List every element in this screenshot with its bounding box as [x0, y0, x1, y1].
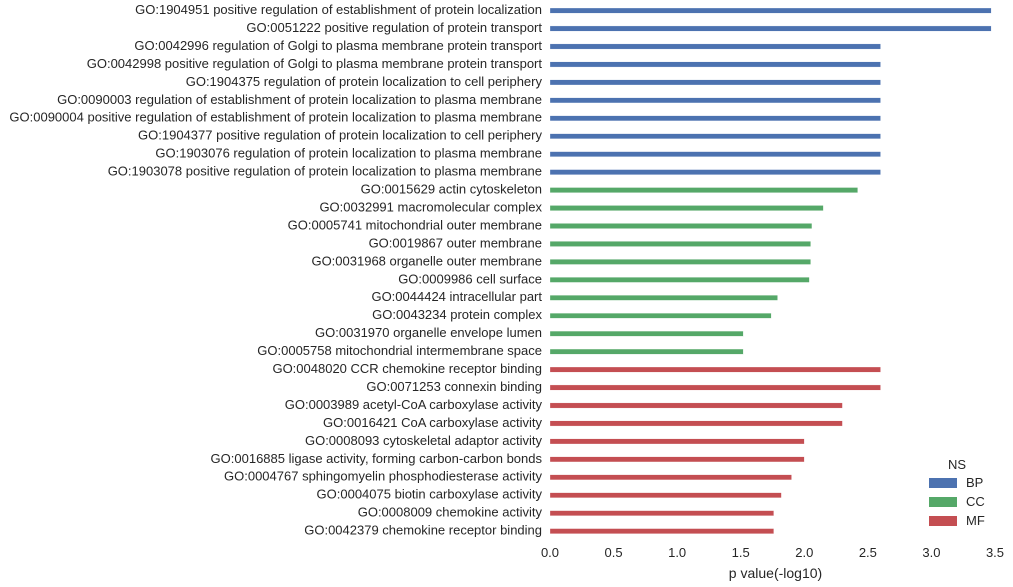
bar-bp — [549, 133, 881, 139]
legend-label-cc: CC — [966, 494, 985, 509]
bar-mf — [549, 420, 843, 427]
bar-bp — [549, 79, 881, 86]
category-label: GO:0090003 regulation of establishment o… — [57, 92, 542, 107]
category-label: GO:0071253 connexin binding — [366, 379, 542, 394]
bar-mf — [549, 492, 782, 498]
x-tick-labels-group: 0.0 0.5 1.0 1.5 2.0 2.5 3.0 3.5 — [541, 545, 1004, 560]
legend-swatch-cc — [929, 497, 957, 507]
category-label: GO:0031970 organelle envelope lumen — [315, 325, 542, 340]
category-label: GO:0042996 regulation of Golgi to plasma… — [134, 38, 542, 53]
legend-label-mf: MF — [966, 513, 985, 528]
category-label: GO:0004767 sphingomyelin phosphodiestera… — [224, 469, 542, 484]
legend: NS BP CC MF — [929, 457, 985, 528]
category-label: GO:1904377 positive regulation of protei… — [138, 128, 542, 143]
bar-mf — [549, 528, 774, 534]
bar-cc — [549, 223, 813, 229]
bar-mf — [549, 384, 881, 391]
bar-mf — [549, 438, 805, 445]
x-tick-label: 0.0 — [541, 545, 559, 560]
category-label: GO:0005741 mitochondrial outer membrane — [288, 217, 542, 232]
bar-mf — [549, 474, 792, 481]
x-tick-label: 3.0 — [922, 545, 940, 560]
bar-bp — [549, 169, 881, 175]
bar-bp — [549, 97, 881, 104]
bar-cc — [549, 295, 778, 301]
bar-cc — [549, 259, 811, 265]
x-tick-label: 1.0 — [668, 545, 686, 560]
bar-mf — [549, 366, 881, 373]
bar-bp — [549, 25, 992, 32]
bar-cc — [549, 277, 810, 283]
bar-mf — [549, 510, 774, 516]
bars-group — [549, 7, 992, 534]
x-tick-label: 2.0 — [795, 545, 813, 560]
category-label: GO:1903076 regulation of protein localiz… — [155, 146, 542, 161]
category-label: GO:0003989 acetyl-CoA carboxylase activi… — [285, 397, 543, 412]
bar-bp — [549, 115, 881, 122]
x-tick-label: 1.5 — [732, 545, 750, 560]
legend-entries: BP CC MF — [929, 475, 985, 528]
category-label: GO:0016421 CoA carboxylase activity — [323, 415, 542, 430]
category-label: GO:0004075 biotin carboxylase activity — [317, 487, 543, 502]
legend-swatch-mf — [929, 516, 957, 526]
bar-bp — [549, 7, 992, 14]
x-axis-label: p value(-log10) — [729, 565, 822, 581]
category-label: GO:0005758 mitochondrial intermembrane s… — [257, 343, 542, 358]
bar-mf — [549, 402, 843, 409]
category-label: GO:1903078 positive regulation of protei… — [108, 164, 542, 179]
bar-cc — [549, 205, 824, 211]
category-label: GO:1904375 regulation of protein localiz… — [186, 74, 543, 89]
category-label: GO:0044424 intracellular part — [371, 289, 542, 304]
bar-mf — [549, 456, 805, 463]
bar-cc — [549, 312, 772, 319]
bar-cc — [549, 187, 858, 193]
category-label: GO:0051222 positive regulation of protei… — [246, 20, 542, 35]
category-label: GO:0019867 outer membrane — [369, 235, 542, 250]
category-label: GO:0008093 cytoskeletal adaptor activity — [305, 433, 543, 448]
category-label: GO:1904951 positive regulation of establ… — [135, 2, 542, 17]
category-labels-group: GO:1904951 positive regulation of establ… — [9, 2, 542, 538]
category-label: GO:0042379 chemokine receptor binding — [304, 523, 542, 538]
category-label: GO:0009986 cell surface — [398, 271, 542, 286]
category-label: GO:0008009 chemokine activity — [358, 505, 543, 520]
x-tick-label: 3.5 — [986, 545, 1004, 560]
category-label: GO:0031968 organelle outer membrane — [311, 253, 542, 268]
category-label: GO:0016885 ligase activity, forming carb… — [211, 451, 543, 466]
category-label: GO:0090004 positive regulation of establ… — [9, 110, 542, 125]
category-label: GO:0048020 CCR chemokine receptor bindin… — [272, 361, 542, 376]
category-label: GO:0042998 positive regulation of Golgi … — [87, 56, 543, 71]
category-label: GO:0043234 protein complex — [372, 307, 542, 322]
legend-swatch-bp — [929, 478, 957, 488]
bar-bp — [549, 61, 881, 68]
legend-label-bp: BP — [966, 475, 983, 490]
x-tick-label: 0.5 — [605, 545, 623, 560]
bar-cc — [549, 348, 744, 355]
x-tick-label: 2.5 — [859, 545, 877, 560]
bar-cc — [549, 241, 811, 247]
legend-title: NS — [948, 457, 966, 472]
category-label: GO:0032991 macromolecular complex — [319, 199, 542, 214]
category-label: GO:0015629 actin cytoskeleton — [361, 182, 542, 197]
bar-bp — [549, 151, 881, 157]
bar-bp — [549, 43, 881, 50]
bar-cc — [549, 330, 744, 337]
